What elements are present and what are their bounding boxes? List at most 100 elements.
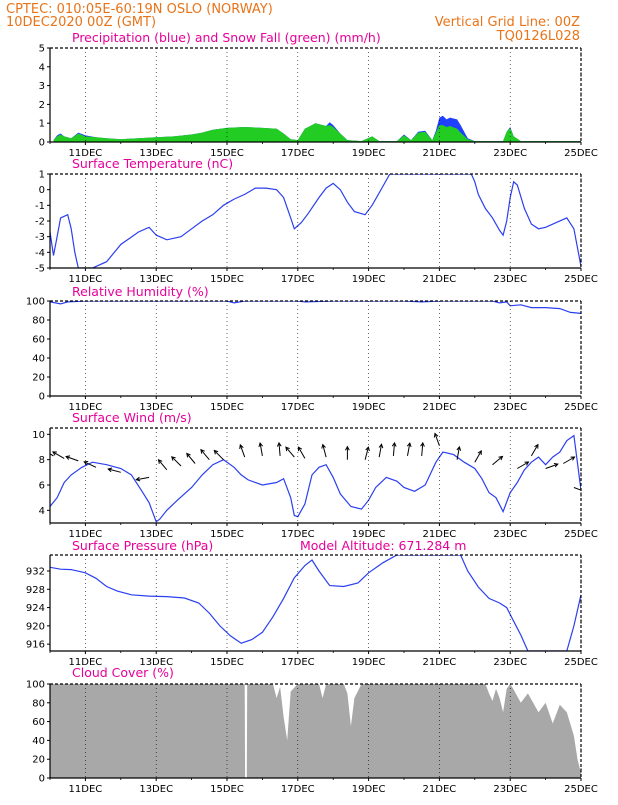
- plot-body: [50, 555, 581, 651]
- x-tick-label: 15DEC: [210, 784, 244, 795]
- y-tick-label: 8: [39, 455, 45, 466]
- x-tick-label: 21DEC: [423, 784, 457, 795]
- plot-body: [50, 684, 581, 778]
- header-station: CPTEC: 010:05E-60:19N OSLO (NORWAY): [6, 2, 273, 17]
- y-tick-label: 0: [39, 774, 45, 785]
- y-tick-label: 916: [26, 640, 45, 651]
- x-tick-label: 15DEC: [210, 402, 244, 413]
- x-tick-label: 23DEC: [493, 529, 527, 540]
- x-tick-label: 15DEC: [210, 657, 244, 668]
- series-cloud-cover: [50, 684, 581, 778]
- wind-arrow: [171, 456, 182, 467]
- x-tick-label: 17DEC: [281, 529, 315, 540]
- x-tick-label: 11DEC: [69, 402, 103, 413]
- x-tick-label: 19DEC: [352, 148, 386, 159]
- plot-body: [50, 174, 581, 268]
- wind-arrow: [545, 463, 559, 469]
- x-tick-label: 19DEC: [352, 784, 386, 795]
- wind-arrow: [563, 456, 576, 464]
- y-tick-label: 0: [39, 185, 45, 196]
- x-tick-label: 21DEC: [423, 529, 457, 540]
- x-tick-label: 15DEC: [210, 274, 244, 285]
- x-tick-label: 19DEC: [352, 402, 386, 413]
- panel-2: Surface Temperature (nC) 11DEC 13DEC 15DEC 1…: [35, 156, 598, 285]
- y-tick-label: 924: [26, 603, 45, 614]
- y-tick-label: 932: [26, 567, 45, 578]
- x-tick-label: 23DEC: [493, 274, 527, 285]
- y-tick-label: 920: [26, 621, 45, 632]
- y-tick-label: 10: [32, 430, 45, 441]
- y-tick-label: 6: [39, 481, 45, 492]
- x-tick-label: 11DEC: [69, 529, 103, 540]
- y-tick-label: 100: [26, 297, 45, 308]
- header-model: TQ0126L028: [496, 29, 580, 44]
- x-tick-label: 11DEC: [69, 274, 103, 285]
- plot-body: [50, 301, 581, 314]
- x-tick-label: 21DEC: [423, 402, 457, 413]
- x-tick-label: 21DEC: [423, 274, 457, 285]
- x-tick-label: 23DEC: [493, 148, 527, 159]
- x-tick-label: 19DEC: [352, 529, 386, 540]
- x-tick-label: 11DEC: [69, 148, 103, 159]
- header-grid-line: Vertical Grid Line: 00Z: [435, 15, 580, 30]
- series-wind-speed: [50, 434, 581, 523]
- y-tick-label: 3: [39, 81, 45, 92]
- y-tick-label: -5: [35, 264, 45, 275]
- y-tick-label: 60: [32, 335, 45, 346]
- wind-arrow: [157, 458, 168, 471]
- wind-arrow: [474, 449, 482, 463]
- y-tick-label: 1: [39, 170, 45, 181]
- wind-arrow: [573, 487, 581, 491]
- y-tick-label: 80: [32, 698, 45, 709]
- x-tick-label: 23DEC: [493, 784, 527, 795]
- wind-arrow: [364, 446, 370, 460]
- x-tick-label: 21DEC: [423, 148, 457, 159]
- plot-body: [50, 432, 581, 523]
- wind-arrow: [492, 455, 504, 466]
- y-tick-label: -3: [35, 232, 45, 243]
- y-tick-label: 0: [39, 138, 45, 149]
- x-tick-label: 17DEC: [281, 274, 315, 285]
- wind-arrow: [433, 432, 440, 446]
- wind-arrow: [213, 449, 224, 461]
- y-tick-label: 40: [32, 354, 45, 365]
- x-tick-label: 17DEC: [281, 148, 315, 159]
- x-tick-label: 21DEC: [423, 657, 457, 668]
- x-tick-label: 25DEC: [564, 274, 598, 285]
- x-tick-label: 25DEC: [564, 148, 598, 159]
- wind-arrow: [517, 461, 530, 469]
- wind-arrow: [186, 452, 196, 464]
- panel-1: Precipitation (blue) and Snow Fall (gree…: [39, 30, 598, 159]
- x-tick-label: 11DEC: [69, 784, 103, 795]
- x-tick-label: 19DEC: [352, 657, 386, 668]
- wind-arrow: [83, 461, 97, 468]
- x-tick-label: 13DEC: [139, 529, 173, 540]
- y-tick-label: 5: [39, 44, 45, 55]
- y-tick-label: -4: [35, 248, 45, 259]
- panel-4: Surface Wind (m/s) 11DEC 13DEC 15DEC 17DEC 19…: [32, 410, 598, 540]
- series-temperature: [50, 174, 581, 268]
- x-tick-label: 25DEC: [564, 784, 598, 795]
- wind-arrow: [239, 443, 246, 458]
- series-humidity: [50, 301, 581, 314]
- x-tick-label: 17DEC: [281, 657, 315, 668]
- x-tick-label: 19DEC: [352, 274, 386, 285]
- wind-arrow: [135, 476, 150, 482]
- panel-title: Surface Temperature (nC): [72, 156, 233, 171]
- wind-arrow: [456, 445, 462, 460]
- wind-arrow: [285, 446, 295, 458]
- y-tick-label: 0: [39, 392, 45, 403]
- series-pressure: [50, 555, 581, 651]
- y-tick-label: 80: [32, 316, 45, 327]
- wind-arrow: [51, 451, 65, 459]
- panel-title: Precipitation (blue) and Snow Fall (gree…: [72, 30, 381, 45]
- x-tick-label: 25DEC: [564, 657, 598, 668]
- panel-title: Cloud Cover (%): [72, 665, 174, 680]
- y-tick-label: 4: [39, 62, 45, 73]
- model-altitude-label: Model Altitude: 671.284 m: [300, 538, 466, 553]
- y-tick-label: 60: [32, 717, 45, 728]
- x-tick-label: 17DEC: [281, 784, 315, 795]
- x-tick-label: 13DEC: [139, 274, 173, 285]
